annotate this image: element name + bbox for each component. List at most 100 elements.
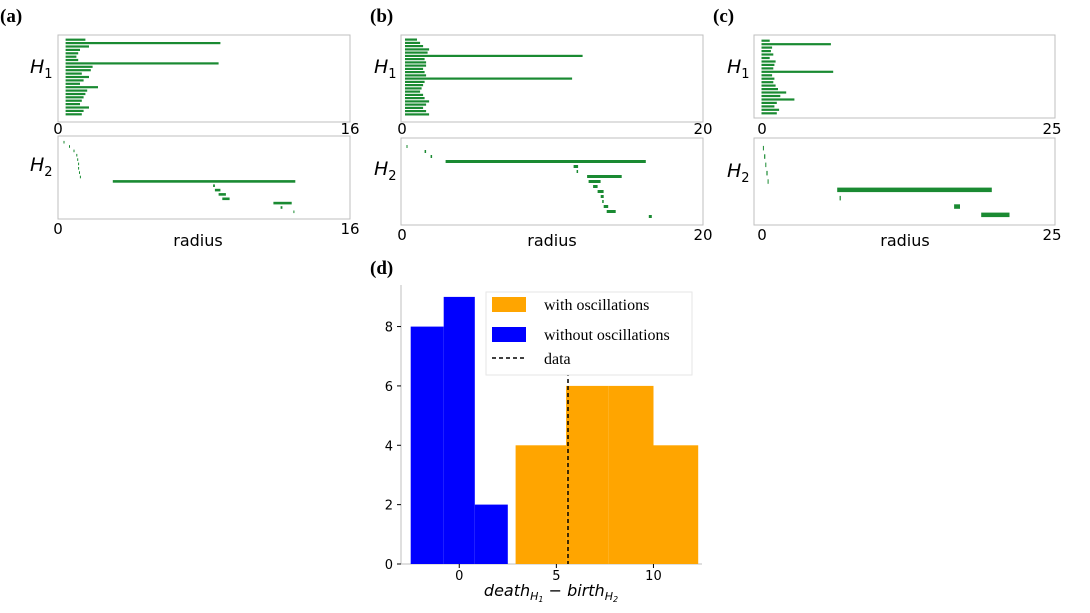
barcode-bar-a-h2-1 <box>69 145 70 148</box>
barcode-bar-c-h1-15 <box>761 91 787 94</box>
barcode-bar-c-h1-21 <box>761 112 777 115</box>
barcode-bar-a-h2-14 <box>273 201 292 205</box>
barcode-bar-b-h1-21 <box>405 106 424 109</box>
panel-c-h2-frame <box>753 137 1056 226</box>
barcode-bar-a-h1-11 <box>65 75 89 79</box>
barcode-bar-c-h1-8 <box>761 67 774 70</box>
panel-a-h2-bars <box>63 140 296 214</box>
barcode-bar-a-h1-19 <box>65 103 80 106</box>
panel-a-h2-xmin: 0 <box>53 220 63 238</box>
barcode-bar-c-h1-3 <box>761 50 771 53</box>
barcode-bar-a-h1-21 <box>65 109 84 112</box>
barcode-bar-a-h1-6 <box>65 58 79 62</box>
barcode-bar-a-h1-15 <box>65 89 88 92</box>
barcode-bar-c-h1-9 <box>761 70 834 73</box>
barcode-bar-b-h1-1 <box>405 41 421 44</box>
legend-label-without-oscillations: without oscillations <box>544 327 670 344</box>
barcode-bar-b-h1-11 <box>405 74 427 77</box>
panel-c-h2-xmax: 25 <box>1042 226 1061 244</box>
barcode-bar-c-h1-1 <box>761 43 831 46</box>
y-tick-label-6: 6 <box>385 380 393 395</box>
barcode-bar-b-h2-8 <box>593 185 598 188</box>
barcode-bar-a-h1-12 <box>65 79 84 82</box>
legend-swatch-without-oscillations <box>492 327 526 342</box>
barcode-bar-a-h1-10 <box>65 72 82 75</box>
panel-c-h1-bars <box>761 39 834 115</box>
barcode-bar-b-h1-22 <box>405 110 427 113</box>
barcode-bar-a-h2-13 <box>222 197 230 201</box>
hist-bar-with-0 <box>515 445 567 564</box>
barcode-bar-a-h1-5 <box>65 55 77 58</box>
legend-swatch-with-oscillations <box>492 297 526 312</box>
panel-a-h1-label: H1 <box>30 56 53 82</box>
barcode-bar-a-h2-0 <box>63 140 65 144</box>
barcode-bar-c-h1-5 <box>761 56 770 60</box>
barcode-bar-b-h1-12 <box>405 77 573 80</box>
hist-bar-without-2 <box>474 504 508 564</box>
barcode-bar-b-h1-7 <box>405 61 427 64</box>
barcode-bar-c-h1-11 <box>761 77 775 80</box>
barcode-bar-a-h2-12 <box>218 193 226 196</box>
panel-c-h1-label: H1 <box>727 56 750 82</box>
panel-b-h1-frame <box>400 34 704 123</box>
panel-d-y-ticks: 0 2 4 6 8 <box>385 321 401 573</box>
barcode-bar-b-h2-4 <box>573 165 579 168</box>
barcode-bar-a-h1-4 <box>65 52 79 55</box>
barcode-bar-a-h1-17 <box>65 96 84 99</box>
barcode-bar-b-h1-18 <box>405 97 425 100</box>
barcode-bar-b-h2-5 <box>576 170 579 173</box>
barcode-bar-b-h2-1 <box>424 150 427 153</box>
panel-b-label: (b) <box>370 6 393 27</box>
barcode-bar-c-h1-0 <box>761 39 770 42</box>
barcode-bar-c-h1-17 <box>761 98 795 101</box>
panel-d-label: (d) <box>370 258 393 279</box>
panel-c-h2-xmin: 0 <box>757 226 767 244</box>
panel-d-histogram <box>410 296 699 564</box>
panel-d-xlabel: deathH1 − birthH2 <box>484 581 618 604</box>
x-tick-label-10: 10 <box>645 569 662 584</box>
barcode-bar-a-h1-7 <box>65 62 219 65</box>
x-tick-label-0: 0 <box>455 569 463 584</box>
barcode-bar-a-h1-1 <box>65 42 221 45</box>
panel-b-xlabel: radius <box>527 231 576 250</box>
panel-b-h1-xmin: 0 <box>397 120 407 138</box>
barcode-bar-c-h1-18 <box>761 101 777 104</box>
barcode-bar-a-h2-8 <box>79 175 81 179</box>
hist-bar-with-1 <box>566 385 609 564</box>
barcode-bar-a-h1-18 <box>65 99 82 102</box>
barcode-bar-a-h2-2 <box>73 149 75 153</box>
barcode-bar-b-h2-2 <box>430 155 433 158</box>
barcode-bar-b-h1-10 <box>405 71 425 74</box>
barcode-bar-b-h1-0 <box>405 38 417 41</box>
barcode-bar-b-h1-15 <box>405 87 422 90</box>
barcode-bar-a-h1-2 <box>65 45 89 48</box>
barcode-bar-b-h2-11 <box>602 200 604 203</box>
barcode-bar-c-h2-7 <box>954 204 960 209</box>
legend-label-data: data <box>544 351 571 368</box>
barcode-bar-c-h1-16 <box>761 94 781 98</box>
barcode-bar-b-h2-12 <box>603 205 609 208</box>
barcode-bar-b-h1-23 <box>405 113 430 116</box>
barcode-bar-a-h2-15 <box>280 206 283 209</box>
panel-a-xlabel: radius <box>173 231 222 250</box>
barcode-bar-c-h1-12 <box>761 81 774 84</box>
barcode-bar-a-h1-20 <box>65 106 89 109</box>
barcode-bar-a-h1-13 <box>65 82 80 85</box>
barcode-bar-b-h1-2 <box>405 45 424 48</box>
barcode-bar-c-h2-2 <box>765 162 767 168</box>
panel-b-h2-label: H2 <box>374 158 397 184</box>
barcode-bar-c-h1-4 <box>761 53 774 56</box>
barcode-bar-b-h2-3 <box>445 160 646 163</box>
panel-a-h1-xmax: 16 <box>340 120 359 138</box>
barcode-bar-b-h1-16 <box>405 90 421 93</box>
hist-bar-with-3 <box>653 445 699 564</box>
barcode-bar-b-h2-0 <box>406 145 408 148</box>
panel-c-h2-bars <box>762 145 1010 218</box>
barcode-bar-b-h1-6 <box>405 58 425 61</box>
barcode-bar-b-h2-7 <box>588 180 601 183</box>
barcode-bar-c-h2-8 <box>981 212 1010 218</box>
panel-b-h2-xmin: 0 <box>397 226 407 244</box>
panel-d-x-ticks: 0 5 10 <box>455 564 662 584</box>
barcode-bar-b-h1-20 <box>405 103 427 106</box>
